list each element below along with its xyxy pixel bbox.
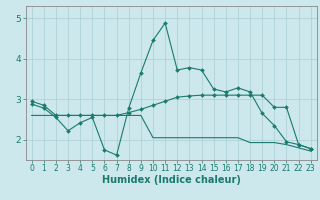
X-axis label: Humidex (Indice chaleur): Humidex (Indice chaleur) — [102, 175, 241, 185]
